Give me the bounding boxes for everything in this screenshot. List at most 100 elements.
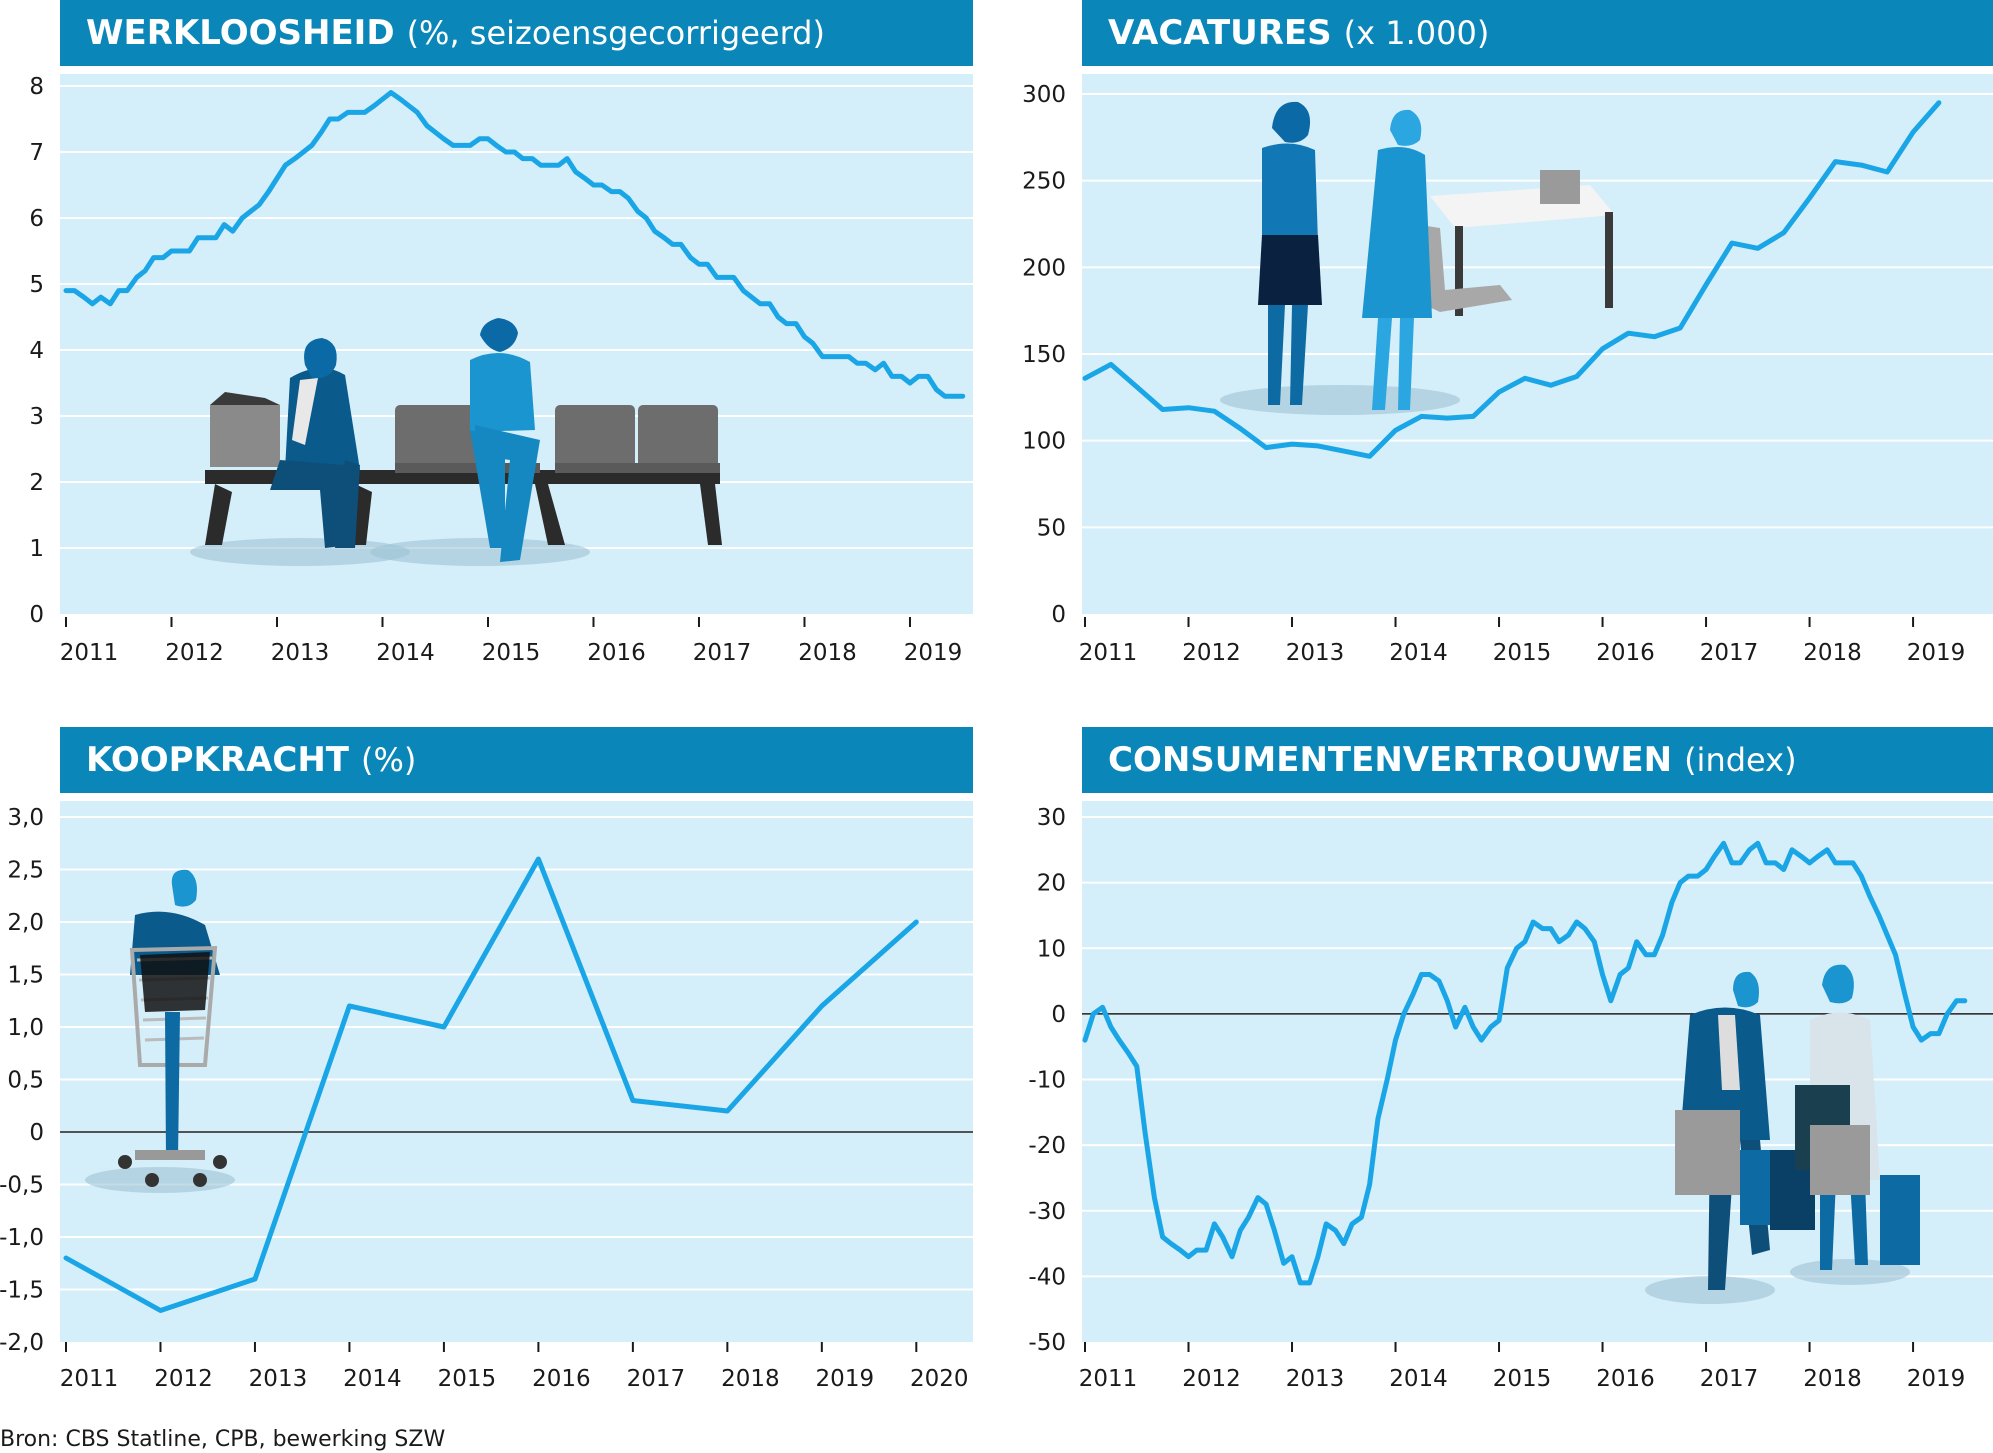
y-tick-label: 30 [1037,805,1066,831]
y-tick-label: 0 [29,602,44,628]
source-note: Bron: CBS Statline, CPB, bewerking SZW [0,1427,445,1452]
y-tick-label: 2 [29,470,44,496]
x-tick-label: 2018 [1803,640,1862,666]
x-axis: 2011 2012 2013 2014 2015 2016 2017 2018 2019 2020 [60,1342,969,1392]
y-axis-labels: -2,0 -1,5 -1,0 -0,5 0 0,5 1,0 1,5 2,0 2,5 3,0 [0,805,44,1356]
plot-area [60,801,973,1342]
x-tick-label: 2018 [798,640,857,666]
x-tick-label: 2013 [1286,640,1345,666]
x-axis: 2011 2012 2013 2014 2015 2016 2017 2018 2019 [1079,1342,1966,1392]
x-axis: 2011 2012 2013 2014 2015 2016 2017 2018 2019 [60,617,963,666]
x-tick-label: 2019 [816,1366,875,1392]
y-tick-label: 8 [29,74,44,100]
y-tick-label: -0,5 [0,1173,44,1199]
x-tick-label: 2012 [154,1366,213,1392]
series-line-path [1082,840,1968,1286]
x-tick-label: 2011 [60,1366,119,1392]
y-tick-label: -50 [1028,1330,1066,1356]
y-tick-label: 300 [1022,82,1066,108]
x-tick-label: 2013 [271,640,330,666]
x-tick-label: 2012 [1182,640,1241,666]
x-tick-label: 2018 [721,1366,780,1392]
x-tick-label: 2014 [1389,1366,1448,1392]
y-tick-label: 50 [1037,515,1066,541]
series-line [63,856,919,1313]
y-tick-label: 1,0 [7,1015,44,1041]
series-line [1082,840,1968,1286]
people-waiting-on-bench-icon [190,338,722,566]
x-tick-label: 2012 [165,640,224,666]
y-tick-label: 150 [1022,342,1066,368]
chart-title: WERKLOOSHEID (%, seizoensgecorrigeerd) [86,13,825,53]
man-with-shopping-cart-icon [85,869,235,1193]
x-tick-label: 2015 [1493,640,1552,666]
x-tick-label: 2017 [1700,640,1759,666]
x-tick-label: 2013 [249,1366,308,1392]
y-tick-label: 2,0 [7,910,44,936]
y-tick-label: -2,0 [0,1330,44,1356]
x-tick-label: 2015 [482,640,541,666]
x-tick-label: 2012 [1182,1366,1241,1392]
x-tick-label: 2017 [627,1366,686,1392]
x-tick-label: 2016 [1596,1366,1655,1392]
y-tick-label: 5 [29,272,44,298]
gridlines [1082,93,1993,529]
panel-vacatures: VACATURES (x 1.000) 0 50 100 150 200 250 300 [1022,0,1993,666]
chart-title: VACATURES (x 1.000) [1108,13,1489,53]
x-tick-label: 2011 [60,640,119,666]
panel-werkloosheid: WERKLOOSHEID (%, seizoensgecorrigeerd) [29,0,973,666]
x-tick-label: 2014 [1389,640,1448,666]
y-tick-label: 2,5 [7,858,44,884]
y-tick-label: 10 [1037,936,1066,962]
y-tick-label: -20 [1028,1133,1066,1159]
x-tick-label: 2019 [1907,640,1966,666]
series-line-path [1082,100,1942,459]
y-tick-label: 6 [29,206,44,232]
y-axis-labels: 0 50 100 150 200 250 300 [1022,82,1066,628]
x-tick-label: 2016 [1596,640,1655,666]
x-tick-label: 2015 [438,1366,497,1392]
x-tick-label: 2019 [904,640,963,666]
y-tick-label: 3 [29,404,44,430]
y-tick-label: 0 [1051,1002,1066,1028]
x-tick-label: 2014 [376,640,435,666]
panel-header-bar [60,727,973,793]
y-tick-label: 20 [1037,871,1066,897]
series-line-path [63,90,966,399]
x-tick-label: 2016 [532,1366,591,1392]
y-tick-label: 7 [29,140,44,166]
series-line-path [63,856,919,1313]
x-tick-label: 2015 [1493,1366,1552,1392]
panel-header-bar [1082,727,1993,793]
y-axis-labels: -50 -40 -30 -20 -10 0 10 20 30 [1028,805,1066,1356]
y-tick-label: -10 [1028,1068,1066,1094]
woman-seated-icon [470,318,540,562]
y-axis-labels: 0 1 2 3 4 5 6 7 8 [29,74,44,628]
x-tick-label: 2016 [587,640,646,666]
panel-header-bar [60,0,973,66]
chart-title: KOOPKRACHT (%) [86,740,416,780]
x-axis: 2011 2012 2013 2014 2015 2016 2017 2018 2019 [1079,617,1966,666]
y-tick-label: -40 [1028,1264,1066,1290]
series-line [63,90,966,399]
x-tick-label: 2020 [910,1366,969,1392]
x-tick-label: 2011 [1079,640,1138,666]
x-tick-label: 2017 [693,640,752,666]
y-tick-label: -1,0 [0,1225,44,1251]
x-tick-label: 2011 [1079,1366,1138,1392]
chart-title: CONSUMENTENVERTROUWEN (index) [1108,740,1797,780]
plot-area [1082,74,1993,614]
y-tick-label: 200 [1022,255,1066,281]
y-tick-label: 100 [1022,429,1066,455]
y-tick-label: 0,5 [7,1068,44,1094]
y-tick-label: 1,5 [7,963,44,989]
y-tick-label: 250 [1022,169,1066,195]
y-tick-label: 4 [29,338,44,364]
y-tick-label: 0 [29,1120,44,1146]
x-tick-label: 2019 [1907,1366,1966,1392]
panel-header-bar [1082,0,1993,66]
y-tick-label: -30 [1028,1199,1066,1225]
couple-with-shopping-bags-icon [1645,964,1920,1304]
two-women-handshake-desk-icon [1220,101,1615,415]
